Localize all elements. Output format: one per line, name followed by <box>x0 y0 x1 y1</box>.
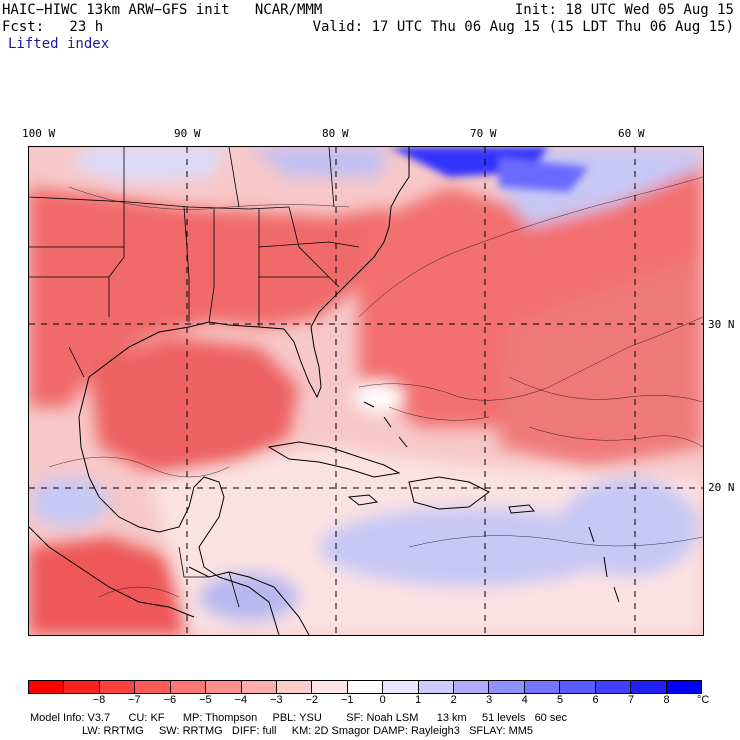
colorbar-swatch <box>418 681 455 693</box>
political-borders <box>29 147 360 608</box>
colorbar-tick-label: 8 <box>663 694 670 706</box>
contours <box>48 176 703 598</box>
valid-time: Valid: 17 UTC Thu 06 Aug 15 (15 LDT Thu … <box>312 19 734 35</box>
init-time: Init: 18 UTC Wed 05 Aug 15 <box>514 2 734 18</box>
colorbar-swatch <box>595 681 632 693</box>
colorbar-ticks: −8 −7 −6 −5 −4 −3 −2 −1 0 1 2 3 4 5 6 7 8 <box>28 694 702 710</box>
colorbar-swatch <box>560 681 596 693</box>
colorbar-tick-label: 0 <box>379 694 386 706</box>
colorbar-swatch <box>276 681 313 693</box>
map-canvas <box>29 147 703 635</box>
colorbar-tick-label: 3 <box>486 694 493 706</box>
colorbar-tick-label: 6 <box>592 694 599 706</box>
colorbar-swatch <box>64 681 100 693</box>
colorbar-swatch <box>241 681 277 693</box>
model-title: HAIC−HIWC 13km ARW−GFS init NCAR/MMM <box>2 2 323 18</box>
colorbar-tick-label: 1 <box>415 694 422 706</box>
colorbar-unit: °C <box>697 694 710 706</box>
colorbar-tick-label: −6 <box>163 694 177 706</box>
lon-label-100w: 100 W <box>22 127 56 140</box>
coastlines <box>29 147 620 635</box>
lat-lon-grid <box>29 147 703 635</box>
colorbar-tick-label: −4 <box>234 694 248 706</box>
colorbar-swatch <box>99 681 136 693</box>
colorbar-swatch <box>29 681 65 693</box>
colorbar-tick-label: 4 <box>521 694 528 706</box>
colorbar-tick-label: −3 <box>270 694 283 706</box>
colorbar <box>28 680 702 694</box>
lon-label-70w: 70 W <box>470 127 497 140</box>
colorbar-swatch <box>312 681 348 693</box>
colorbar-tick-label: 7 <box>627 694 635 706</box>
model-info-line2: LW: RRTMG SW: RRTMG DIFF: full KM: 2D Sm… <box>30 725 534 737</box>
colorbar-tick-label: −7 <box>128 694 141 706</box>
lon-label-80w: 80 W <box>322 127 349 140</box>
colorbar-tick-label: 2 <box>450 694 457 706</box>
colorbar-tick-label: −2 <box>305 694 319 706</box>
colorbar-swatch <box>666 681 702 693</box>
colorbar-swatch <box>206 681 242 693</box>
lon-label-60w: 60 W <box>618 127 645 140</box>
colorbar-swatch <box>489 681 525 693</box>
colorbar-tick-label: −1 <box>340 694 354 706</box>
colorbar-swatch <box>631 681 667 693</box>
colorbar-tick-label: −8 <box>92 694 106 706</box>
model-info-line1: Model Info: V3.7 CU: KF MP: Thompson PBL… <box>30 712 567 724</box>
forecast-hour: Fcst: 23 h <box>2 19 104 35</box>
lat-label-30n: 30 N <box>708 318 735 331</box>
colorbar-swatch <box>454 681 490 693</box>
lat-label-20n: 20 N <box>708 481 735 494</box>
colorbar-tick-label: 5 <box>557 694 564 706</box>
field-title: Lifted index <box>8 36 110 52</box>
colorbar-swatch <box>170 681 207 693</box>
colorbar-swatch <box>524 681 561 693</box>
colorbar-tick-label: −5 <box>199 694 212 706</box>
lon-label-90w: 90 W <box>174 127 201 140</box>
colorbar-swatch <box>383 681 419 693</box>
lifted-index-map <box>28 146 704 636</box>
colorbar-swatch <box>347 681 384 693</box>
colorbar-swatch <box>135 681 171 693</box>
